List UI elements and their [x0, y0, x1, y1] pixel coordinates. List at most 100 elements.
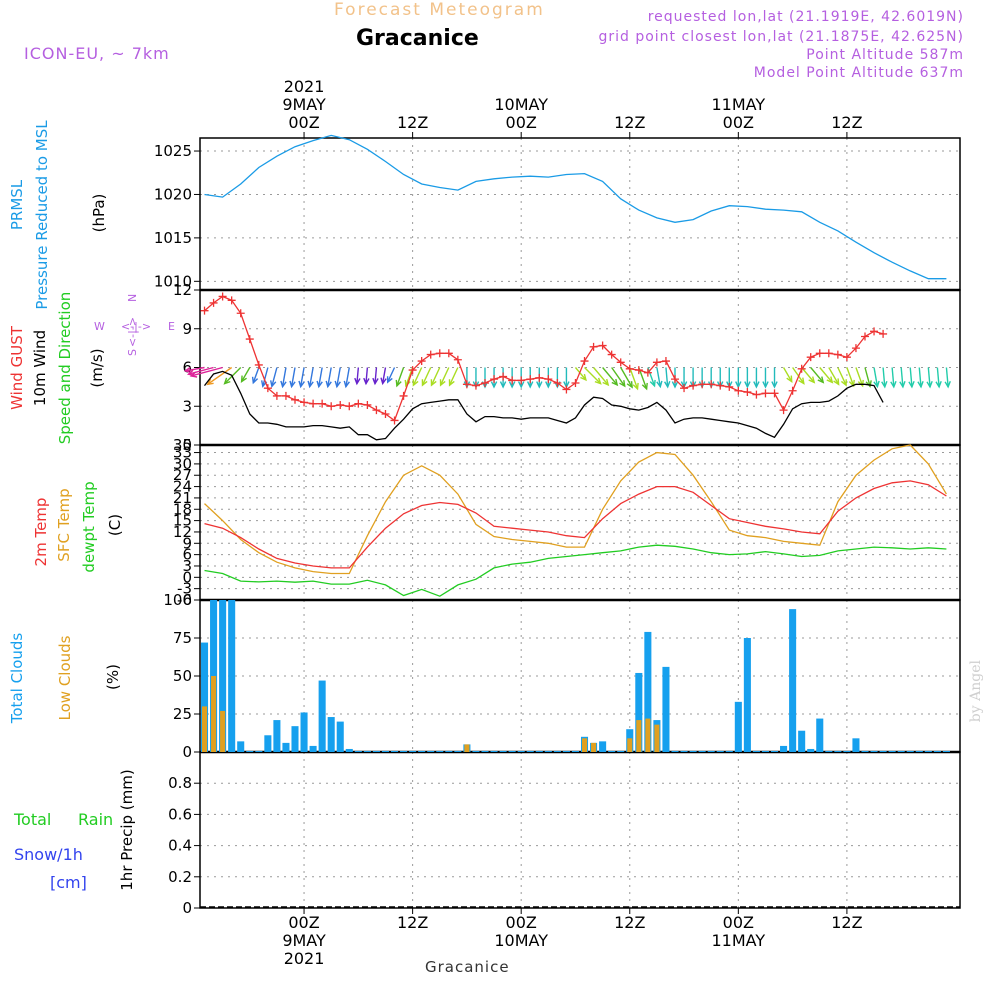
pressure-axis-title-2: Pressure Reduced to MSL	[33, 120, 51, 310]
wind-arrow	[185, 366, 205, 372]
x-tick-label-bottom: 12Z	[614, 913, 645, 932]
wind-arrow	[412, 367, 423, 386]
y-tick-label: 12	[173, 281, 192, 299]
compass-n: N	[126, 294, 139, 302]
wind-arrow	[846, 367, 855, 387]
wind-arrow-head	[641, 382, 648, 391]
wind-arrow	[837, 367, 847, 386]
wind-arrow-head	[289, 380, 296, 389]
wind-arrow	[574, 367, 587, 381]
gust-marker	[833, 350, 842, 359]
total-cloud-bar	[481, 751, 489, 752]
gust-marker	[245, 335, 254, 344]
total-cloud-axis-title: Total Clouds	[8, 633, 26, 725]
gust-marker	[300, 398, 309, 407]
low-cloud-bar	[591, 742, 597, 752]
y-tick-label: 25	[173, 705, 192, 723]
y-tick-label: 0	[182, 568, 192, 586]
total-cloud-bar	[798, 730, 806, 752]
wind-arrow	[855, 367, 864, 387]
y-tick-label: 24	[173, 478, 192, 496]
x-tick-label-top: 00Z	[288, 113, 319, 132]
y-tick-label: 33	[173, 444, 192, 462]
wind-arrow-head	[744, 381, 751, 389]
wind-arrow	[900, 367, 904, 387]
total-cloud-bar	[725, 751, 733, 752]
total-cloud-bar	[617, 751, 625, 752]
gust-marker	[571, 379, 580, 387]
total-cloud-bar	[743, 638, 751, 752]
gust-marker	[236, 309, 245, 318]
gust-marker	[417, 357, 426, 366]
low-cloud-bar	[211, 676, 217, 752]
y-tick-label: 30	[173, 455, 192, 473]
wind-arrow-head	[664, 381, 671, 389]
y-tick-label: 0	[182, 899, 192, 917]
wind-arrow	[936, 367, 940, 387]
gust-marker	[870, 327, 879, 336]
gust-marker	[725, 382, 734, 391]
total-cloud-bar	[897, 751, 905, 752]
wind-arrow	[864, 367, 871, 387]
gust-marker	[598, 341, 607, 350]
total-cloud-bar	[535, 751, 543, 752]
x-tick-label-bottom: 9MAY	[282, 931, 326, 950]
wind-arrow	[602, 367, 618, 386]
wind-arrow-head	[786, 375, 793, 383]
x-tick-label-top: 00Z	[506, 113, 537, 132]
gust-marker	[562, 385, 571, 394]
total-cloud-bar	[834, 751, 842, 752]
low-cloud-bar	[464, 744, 470, 752]
total-cloud-bar	[671, 751, 679, 752]
total-cloud-bar	[888, 751, 896, 752]
wind-arrow-head	[251, 376, 259, 385]
y-tick-label: 27	[173, 466, 192, 484]
total-cloud-bar	[707, 751, 715, 752]
compass-w: W	[94, 320, 105, 333]
x-tick-label-bottom: 2021	[284, 949, 325, 968]
gust-marker	[544, 375, 553, 384]
wind-arrow	[271, 367, 278, 387]
wind-arrow	[584, 367, 602, 385]
total-cloud-bar	[472, 751, 480, 752]
gust-marker	[481, 379, 489, 387]
point-altitude: Point Altitude 587m	[806, 47, 964, 63]
wind-arrow-head	[490, 381, 498, 389]
y-tick-label: 1025	[154, 142, 192, 160]
wind-arrow	[381, 367, 387, 384]
y-tick-label: -3	[177, 580, 192, 598]
wind-arrow-head	[649, 379, 656, 388]
wind-arrow	[593, 367, 609, 386]
compass-e: E	[168, 320, 175, 333]
gust-marker	[508, 376, 517, 385]
gust-marker	[254, 360, 263, 369]
wind-arrow	[611, 367, 626, 387]
wind-arrow-head	[899, 381, 906, 389]
total-cloud-bar	[372, 751, 380, 752]
wind-arrow-head	[619, 380, 626, 388]
total-cloud-bar	[282, 742, 290, 752]
y-tick-label: 0	[182, 743, 192, 761]
gust-marker	[218, 292, 227, 301]
total-cloud-bar	[807, 748, 815, 752]
temp2m-line	[204, 480, 947, 569]
gust-marker	[526, 375, 535, 384]
wind-arrow-head	[545, 381, 552, 389]
wind-arrow-head	[671, 381, 679, 389]
gust-marker	[435, 349, 444, 358]
gust-marker	[408, 366, 417, 375]
total-cloud-bar	[861, 751, 869, 752]
wind-arrow	[629, 367, 639, 390]
wind-arrow	[327, 367, 332, 387]
total-cloud-bar	[716, 751, 724, 752]
total-cloud-bar	[454, 751, 462, 752]
gust-marker	[625, 364, 634, 373]
temp-units: (C)	[106, 514, 124, 536]
gust-marker	[309, 399, 318, 408]
wind-arrow	[336, 367, 341, 387]
wind-arrow-head	[223, 377, 231, 385]
total-cloud-bar	[816, 718, 824, 752]
wind-arrow-head	[517, 381, 525, 389]
gust-marker	[345, 402, 354, 411]
